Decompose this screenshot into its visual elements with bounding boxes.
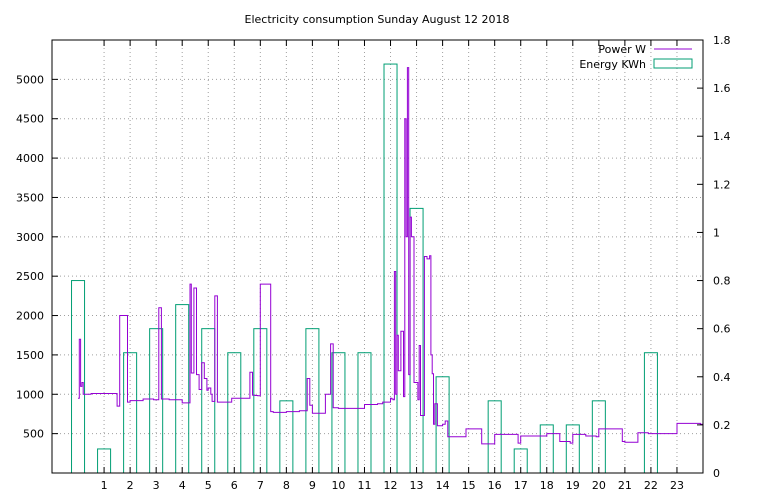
y-tick-label: 4000 [16, 152, 44, 165]
x-tick-label: 19 [566, 479, 580, 492]
x-tick-label: 16 [488, 479, 502, 492]
x-tick-label: 6 [231, 479, 238, 492]
y2-tick-label: 1.2 [713, 178, 731, 191]
x-tick-label: 10 [331, 479, 345, 492]
x-tick-label: 7 [257, 479, 264, 492]
y2-tick-label: 1.8 [713, 34, 731, 47]
x-tick-label: 17 [514, 479, 528, 492]
x-tick-label: 8 [283, 479, 290, 492]
x-tick-label: 21 [618, 479, 632, 492]
y-tick-label: 3000 [16, 231, 44, 244]
x-tick-label: 14 [436, 479, 450, 492]
x-tick-label: 9 [309, 479, 316, 492]
x-tick-label: 15 [462, 479, 476, 492]
y-tick-label: 5000 [16, 73, 44, 86]
legend-power-label: Power W [598, 43, 646, 56]
x-tick-label: 22 [644, 479, 658, 492]
x-tick-label: 23 [670, 479, 684, 492]
energy-bar [71, 280, 86, 474]
y2-tick-label: 1.6 [713, 82, 731, 95]
y2-tick-label: 1 [713, 226, 720, 239]
x-tick-label: 3 [153, 479, 160, 492]
power-line [78, 67, 703, 445]
y-tick-label: 500 [23, 428, 44, 441]
legend-energy-label: Energy KWh [579, 58, 646, 71]
y2-tick-label: 0.6 [713, 323, 731, 336]
axes: 1 2 3 4 5 6 7 8 9 10 11 12 13 14 15 16 17 18 19 20 21 22 23500… [16, 34, 731, 492]
legend-energy-swatch [653, 58, 693, 69]
x-tick-label: 5 [205, 479, 212, 492]
y2-tick-label: 0.4 [713, 371, 731, 384]
y2-tick-label: 0.2 [713, 419, 731, 432]
x-tick-label: 20 [592, 479, 606, 492]
plot-frame [51, 39, 704, 474]
y-tick-label: 2500 [16, 270, 44, 283]
x-tick-label: 13 [410, 479, 424, 492]
y2-tick-label: 0 [713, 467, 720, 480]
y-tick-label: 1000 [16, 388, 44, 401]
y2-tick-label: 0.8 [713, 275, 731, 288]
power-series [78, 67, 703, 445]
grid-layer [52, 40, 703, 473]
y-tick-label: 3500 [16, 191, 44, 204]
chart-title: Electricity consumption Sunday August 12… [245, 13, 510, 26]
x-tick-label: 4 [179, 479, 186, 492]
legend: Power W Energy KWh [579, 43, 693, 71]
x-tick-label: 1 [101, 479, 108, 492]
x-tick-label: 18 [540, 479, 554, 492]
y-tick-label: 4500 [16, 113, 44, 126]
x-tick-label: 11 [357, 479, 371, 492]
y-tick-label: 2000 [16, 310, 44, 323]
y-tick-label: 1500 [16, 349, 44, 362]
x-tick-label: 12 [384, 479, 398, 492]
x-tick-label: 2 [127, 479, 134, 492]
y2-tick-label: 1.4 [713, 130, 731, 143]
